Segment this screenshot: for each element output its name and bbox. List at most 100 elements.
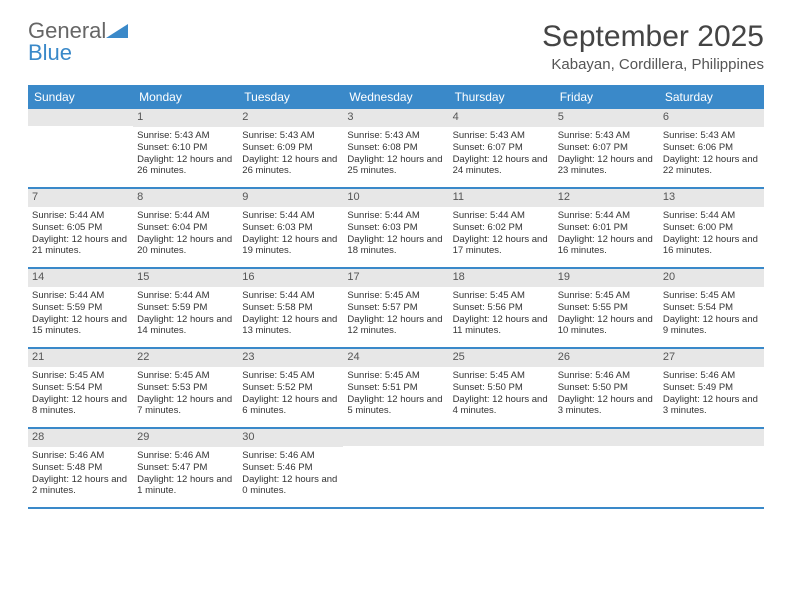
daylight-text: Daylight: 12 hours and 21 minutes. (32, 234, 129, 258)
sunset-text: Sunset: 5:59 PM (32, 302, 129, 314)
sunset-text: Sunset: 5:50 PM (453, 382, 550, 394)
day-number: 22 (133, 349, 238, 367)
calendar-cell (659, 429, 764, 507)
sunset-text: Sunset: 5:54 PM (663, 302, 760, 314)
sunset-text: Sunset: 6:06 PM (663, 142, 760, 154)
sunset-text: Sunset: 6:05 PM (32, 222, 129, 234)
sunrise-text: Sunrise: 5:44 AM (32, 290, 129, 302)
daylight-text: Daylight: 12 hours and 7 minutes. (137, 394, 234, 418)
daylight-text: Daylight: 12 hours and 9 minutes. (663, 314, 760, 338)
day-number: 4 (449, 109, 554, 127)
sunrise-text: Sunrise: 5:43 AM (137, 130, 234, 142)
sunset-text: Sunset: 5:51 PM (347, 382, 444, 394)
week-row: 1Sunrise: 5:43 AMSunset: 6:10 PMDaylight… (28, 109, 764, 189)
calendar-cell: 30Sunrise: 5:46 AMSunset: 5:46 PMDayligh… (238, 429, 343, 507)
calendar-cell: 24Sunrise: 5:45 AMSunset: 5:51 PMDayligh… (343, 349, 448, 427)
daylight-text: Daylight: 12 hours and 16 minutes. (663, 234, 760, 258)
sunset-text: Sunset: 5:54 PM (32, 382, 129, 394)
sunrise-text: Sunrise: 5:43 AM (558, 130, 655, 142)
daylight-text: Daylight: 12 hours and 13 minutes. (242, 314, 339, 338)
day-header: Tuesday (238, 85, 343, 109)
sunrise-text: Sunrise: 5:45 AM (347, 290, 444, 302)
day-number: 9 (238, 189, 343, 207)
calendar-cell: 15Sunrise: 5:44 AMSunset: 5:59 PMDayligh… (133, 269, 238, 347)
sunrise-text: Sunrise: 5:45 AM (453, 290, 550, 302)
day-number: 28 (28, 429, 133, 447)
day-number: 6 (659, 109, 764, 127)
sunrise-text: Sunrise: 5:43 AM (242, 130, 339, 142)
day-number (449, 429, 554, 446)
day-header: Monday (133, 85, 238, 109)
sunset-text: Sunset: 5:58 PM (242, 302, 339, 314)
daylight-text: Daylight: 12 hours and 18 minutes. (347, 234, 444, 258)
sunset-text: Sunset: 5:49 PM (663, 382, 760, 394)
day-number: 20 (659, 269, 764, 287)
day-number: 2 (238, 109, 343, 127)
week-row: 14Sunrise: 5:44 AMSunset: 5:59 PMDayligh… (28, 269, 764, 349)
sunrise-text: Sunrise: 5:46 AM (242, 450, 339, 462)
day-number: 13 (659, 189, 764, 207)
sunset-text: Sunset: 6:00 PM (663, 222, 760, 234)
calendar-cell: 10Sunrise: 5:44 AMSunset: 6:03 PMDayligh… (343, 189, 448, 267)
calendar-cell: 22Sunrise: 5:45 AMSunset: 5:53 PMDayligh… (133, 349, 238, 427)
daylight-text: Daylight: 12 hours and 15 minutes. (32, 314, 129, 338)
title-block: September 2025 Kabayan, Cordillera, Phil… (542, 20, 764, 73)
day-number: 10 (343, 189, 448, 207)
sunset-text: Sunset: 6:10 PM (137, 142, 234, 154)
calendar-cell: 9Sunrise: 5:44 AMSunset: 6:03 PMDaylight… (238, 189, 343, 267)
sunset-text: Sunset: 5:50 PM (558, 382, 655, 394)
day-number (343, 429, 448, 446)
calendar-cell: 21Sunrise: 5:45 AMSunset: 5:54 PMDayligh… (28, 349, 133, 427)
sunset-text: Sunset: 6:02 PM (453, 222, 550, 234)
calendar-cell: 14Sunrise: 5:44 AMSunset: 5:59 PMDayligh… (28, 269, 133, 347)
sunset-text: Sunset: 6:03 PM (242, 222, 339, 234)
day-number: 18 (449, 269, 554, 287)
day-number: 24 (343, 349, 448, 367)
daylight-text: Daylight: 12 hours and 11 minutes. (453, 314, 550, 338)
day-number: 7 (28, 189, 133, 207)
day-number (554, 429, 659, 446)
sunrise-text: Sunrise: 5:43 AM (453, 130, 550, 142)
triangle-icon (106, 20, 128, 42)
calendar-cell: 5Sunrise: 5:43 AMSunset: 6:07 PMDaylight… (554, 109, 659, 187)
logo-word2: Blue (28, 40, 72, 65)
sunrise-text: Sunrise: 5:43 AM (347, 130, 444, 142)
sunrise-text: Sunrise: 5:46 AM (137, 450, 234, 462)
calendar-cell: 20 Sunrise: 5:45 AMSunset: 5:54 PMDayligh… (659, 269, 764, 347)
sunrise-text: Sunrise: 5:45 AM (663, 290, 760, 302)
day-number: 8 (133, 189, 238, 207)
day-number: 25 (449, 349, 554, 367)
sunset-text: Sunset: 5:48 PM (32, 462, 129, 474)
day-header: Friday (554, 85, 659, 109)
day-headers-row: SundayMondayTuesdayWednesdayThursdayFrid… (28, 85, 764, 109)
sunset-text: Sunset: 6:08 PM (347, 142, 444, 154)
day-header: Saturday (659, 85, 764, 109)
sunrise-text: Sunrise: 5:44 AM (558, 210, 655, 222)
day-header: Sunday (28, 85, 133, 109)
calendar-cell: 11Sunrise: 5:44 AMSunset: 6:02 PMDayligh… (449, 189, 554, 267)
day-number: 21 (28, 349, 133, 367)
sunset-text: Sunset: 6:09 PM (242, 142, 339, 154)
calendar-cell: 3Sunrise: 5:43 AMSunset: 6:08 PMDaylight… (343, 109, 448, 187)
sunrise-text: Sunrise: 5:44 AM (663, 210, 760, 222)
sunset-text: Sunset: 5:47 PM (137, 462, 234, 474)
daylight-text: Daylight: 12 hours and 3 minutes. (663, 394, 760, 418)
sunrise-text: Sunrise: 5:45 AM (242, 370, 339, 382)
calendar-cell: 29Sunrise: 5:46 AMSunset: 5:47 PMDayligh… (133, 429, 238, 507)
calendar-cell: 17Sunrise: 5:45 AMSunset: 5:57 PMDayligh… (343, 269, 448, 347)
calendar-cell (449, 429, 554, 507)
calendar-cell: 6Sunrise: 5:43 AMSunset: 6:06 PMDaylight… (659, 109, 764, 187)
day-number: 30 (238, 429, 343, 447)
sunrise-text: Sunrise: 5:45 AM (32, 370, 129, 382)
day-number: 27 (659, 349, 764, 367)
day-number: 26 (554, 349, 659, 367)
sunrise-text: Sunrise: 5:46 AM (558, 370, 655, 382)
calendar-cell: 8Sunrise: 5:44 AMSunset: 6:04 PMDaylight… (133, 189, 238, 267)
day-number: 15 (133, 269, 238, 287)
calendar-cell: 7Sunrise: 5:44 AMSunset: 6:05 PMDaylight… (28, 189, 133, 267)
daylight-text: Daylight: 12 hours and 14 minutes. (137, 314, 234, 338)
daylight-text: Daylight: 12 hours and 6 minutes. (242, 394, 339, 418)
sunrise-text: Sunrise: 5:45 AM (347, 370, 444, 382)
daylight-text: Daylight: 12 hours and 4 minutes. (453, 394, 550, 418)
sunset-text: Sunset: 6:04 PM (137, 222, 234, 234)
